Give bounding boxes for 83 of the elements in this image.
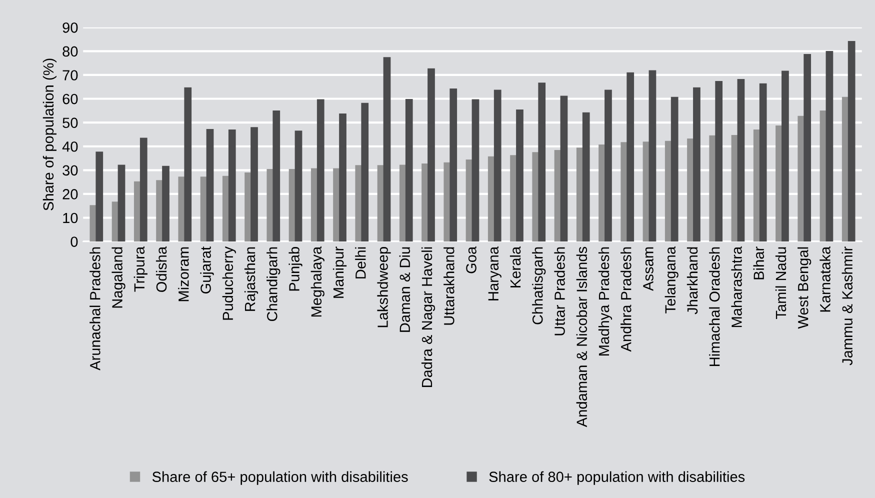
x-tick-label: Himachal Oradesh <box>709 247 720 366</box>
x-tick-label: Telangana <box>664 246 678 314</box>
x-tick-label: Daman & Diu <box>399 247 410 332</box>
x-tick-label: Nagaland <box>112 247 126 308</box>
bar <box>670 96 678 242</box>
x-tick-label: Haryana <box>488 246 502 300</box>
bar <box>472 99 480 242</box>
x-tick-label: Tripura <box>134 246 148 292</box>
bar <box>582 112 590 242</box>
bar <box>228 129 236 242</box>
bar <box>250 127 258 242</box>
x-tick-label: Karnataka <box>820 246 830 312</box>
bar <box>826 50 834 242</box>
x-tick-label: Arunachal Pradesh <box>90 247 100 370</box>
bar <box>118 164 126 242</box>
x-tick-label: Manipur <box>332 246 347 298</box>
y-tick-label: 70 <box>62 70 78 80</box>
x-tick-label: Delhi <box>355 247 366 278</box>
y-tick-label: 90 <box>62 22 78 33</box>
bar <box>96 152 104 242</box>
x-tick-label: Assam <box>643 247 654 291</box>
bar <box>560 96 568 242</box>
bar <box>782 70 789 242</box>
bar <box>272 110 280 242</box>
x-tick-label: Meghalaya <box>310 246 324 317</box>
x-tick-label: Puducherry <box>222 246 236 320</box>
bar <box>450 88 458 242</box>
x-tick-label: Gujarat <box>200 246 214 294</box>
bar <box>316 99 324 242</box>
bar <box>648 70 656 242</box>
bar <box>626 72 634 242</box>
y-tick-label: 40 <box>62 141 78 152</box>
x-tick-label: Andaman & Nicobar Islands <box>576 246 588 428</box>
y-axis-title: Share of population (%) <box>42 58 56 210</box>
bar <box>516 109 524 242</box>
x-tick-label: Lakshdweep <box>377 246 391 328</box>
bar <box>162 166 170 242</box>
x-tick-label: Jharkhand <box>686 247 698 314</box>
x-tick-label: Punjab <box>288 247 302 291</box>
x-tick-label: West Bengal <box>798 247 812 329</box>
y-tick-label: 0 <box>70 236 78 247</box>
legend-label: Share of 65+ population with disabilities <box>152 471 408 485</box>
bar <box>361 102 369 242</box>
bar <box>604 90 612 242</box>
y-tick-label: 30 <box>62 165 78 176</box>
x-tick-label: Rajasthan <box>244 247 258 311</box>
bar <box>538 82 546 242</box>
x-tick-label: Maharashtra <box>731 246 742 328</box>
y-tick-label: 80 <box>62 46 78 57</box>
bar <box>294 130 302 242</box>
bar <box>140 138 148 242</box>
bar <box>383 57 391 242</box>
x-tick-label: Mizoram <box>178 247 189 302</box>
bar <box>405 99 413 242</box>
bar <box>494 90 502 242</box>
x-tick-label: Andhra Pradesh <box>620 247 632 352</box>
y-tick-label: 10 <box>63 212 78 224</box>
bar <box>428 68 435 242</box>
x-tick-label: Bihar <box>753 246 764 280</box>
bar <box>206 129 214 242</box>
bar <box>339 114 346 242</box>
bar <box>715 80 723 242</box>
y-tick-label: 60 <box>62 94 78 104</box>
y-tick-label: 50 <box>62 118 78 128</box>
legend-label: Share of 80+ population with disabilities <box>489 471 745 485</box>
x-tick-label: Uttar Pradesh <box>554 247 565 336</box>
bar <box>737 79 745 242</box>
y-tick-label: 20 <box>62 189 78 200</box>
x-tick-label: Goa <box>466 246 476 274</box>
bar <box>804 54 812 242</box>
bar <box>759 83 767 242</box>
x-tick-label: Dadra & Nagar Haveli <box>421 247 436 388</box>
x-tick-label: Chandigarh <box>266 247 280 322</box>
x-tick-label: Madhya Pradesh <box>598 247 612 356</box>
x-tick-label: Chhatisgarh <box>532 247 546 324</box>
x-tick-label: Jammu & Kashmir <box>842 246 853 366</box>
bar <box>693 87 700 242</box>
x-tick-label: Uttarakhand <box>444 247 454 325</box>
bar <box>184 87 192 242</box>
x-tick-label: Kerala <box>510 246 521 288</box>
x-tick-label: Odisha <box>156 246 167 292</box>
x-tick-label: Tamil Nadu <box>775 247 786 319</box>
bar <box>848 40 856 242</box>
